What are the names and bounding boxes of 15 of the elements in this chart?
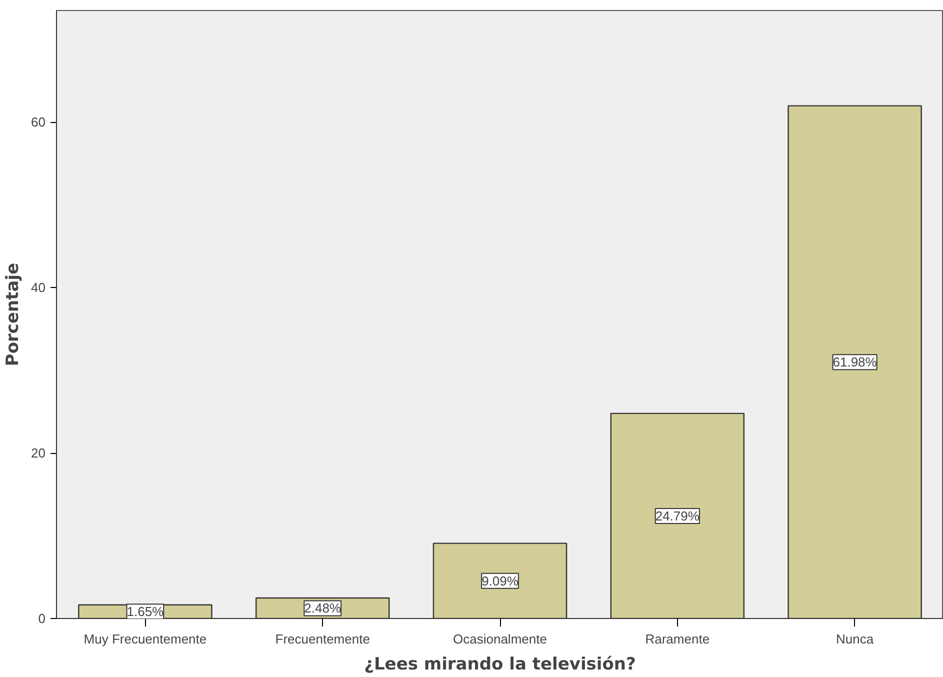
x-tick-label: Raramente bbox=[645, 632, 710, 646]
y-tick-label: 60 bbox=[31, 114, 46, 130]
y-axis-title: Porcentaje bbox=[3, 262, 24, 366]
data-label: 2.48% bbox=[304, 600, 342, 616]
y-tick-label: 0 bbox=[38, 611, 46, 626]
x-tick-label: Frecuentemente bbox=[275, 632, 370, 646]
y-tick-label: 20 bbox=[31, 446, 46, 461]
y-tick-label: 40 bbox=[31, 280, 46, 296]
x-tick-label: Nunca bbox=[836, 632, 874, 646]
x-tick-label: Ocasionalmente bbox=[453, 632, 547, 646]
x-tick-label: Muy Frecuentemente bbox=[84, 632, 207, 646]
x-axis-title: ¿Lees mirando la televisión? bbox=[364, 654, 636, 674]
data-label: 61.98% bbox=[832, 354, 878, 370]
data-label: 9.09% bbox=[482, 573, 519, 588]
data-label: 24.79% bbox=[655, 508, 700, 524]
